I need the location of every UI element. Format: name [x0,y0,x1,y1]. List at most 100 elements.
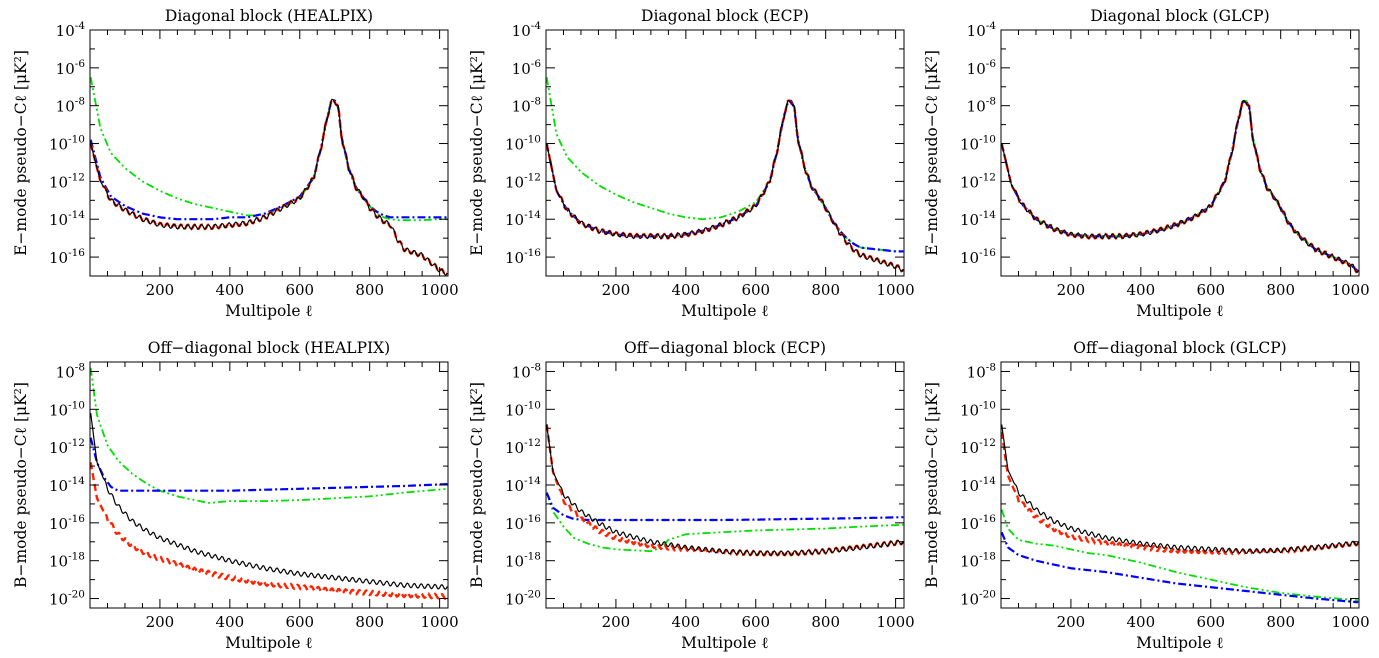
x-axis-label: Multipole ℓ [681,634,769,652]
y-tick-label: 10-12 [960,171,996,191]
y-tick-label: 10-8 [56,361,85,381]
y-tick-label: 10-20 [49,589,85,609]
y-axis-label: B−mode pseudo−Cℓ [μK²] [12,382,30,588]
plot-frame [89,29,449,277]
y-tick-label: 10-20 [960,589,996,609]
y-tick-label: 10-10 [49,134,85,154]
chart-title: Off−diagonal block (GLCP) [1073,339,1286,357]
y-tick-label: 10-14 [49,475,85,495]
y-tick-label: 10-12 [505,171,541,191]
x-tick-label: 1000 [421,281,459,299]
series-line-dashed [1001,99,1359,274]
x-tick-label: 1000 [1332,613,1370,631]
x-tick-label: 600 [285,613,314,631]
y-tick-label: 10-10 [960,399,996,419]
y-tick-label: 10-10 [505,399,541,419]
x-tick-label: 200 [602,281,631,299]
chart-panel-2: Diagonal block (ECP) 200 400 600 800 1000 10-4… [468,7,915,320]
series-line-dashdot [546,99,904,253]
x-tick-label: 600 [741,281,770,299]
x-tick-label: 1000 [421,613,459,631]
series-line-dashdot [1001,99,1359,273]
chart-panel-1: Diagonal block (HEALPIX) 200 400 600 800 1000… [12,7,459,320]
x-tick-label: 400 [216,613,245,631]
series-line-dashed [90,462,448,600]
plot-frame [1000,29,1360,277]
series-line-dashdotdot [90,367,448,504]
series-line-solid [546,424,904,557]
series-line-dashdotdot [546,77,904,253]
y-tick-label: 10-12 [505,437,541,457]
y-tick-label: 10-18 [49,551,85,571]
series-group [546,77,904,273]
series-line-dashdot [90,437,448,492]
series-line-dashed [90,98,448,276]
y-tick-label: 10-4 [512,20,542,40]
x-tick-label: 600 [285,281,314,299]
y-tick-label: 10-6 [512,58,542,78]
y-tick-label: 10-14 [960,209,996,229]
x-tick-label: 400 [1127,613,1156,631]
series-line-dashed [1001,431,1359,556]
y-tick-label: 10-8 [56,96,85,116]
plot-frame [89,361,449,609]
chart-title: Off−diagonal block (ECP) [624,339,826,357]
y-tick-label: 10-14 [960,475,996,495]
y-tick-label: 10-16 [49,513,85,533]
x-tick-label: 400 [216,281,245,299]
y-tick-label: 10-18 [960,551,996,571]
plot-frame [545,29,905,277]
y-tick-label: 10-10 [960,134,996,154]
x-tick-label: 800 [811,613,840,631]
series-line-dashdot [546,492,904,522]
plot-frame [545,361,905,609]
series-group [1001,424,1359,604]
chart-title: Diagonal block (HEALPIX) [165,7,373,25]
y-tick-label: 10-14 [505,475,541,495]
y-tick-label: 10-10 [49,399,85,419]
y-tick-label: 10-6 [56,58,86,78]
y-tick-label: 10-4 [56,20,86,40]
series-group [90,77,448,276]
x-tick-label: 400 [672,281,701,299]
x-tick-label: 1000 [877,281,915,299]
y-tick-label: 10-14 [505,209,541,229]
series-line-dashdotdot [546,492,904,553]
chart-panel-3: Diagonal block (GLCP) 200 400 600 800 1000 10-… [923,7,1370,320]
x-axis-label: Multipole ℓ [1136,302,1224,320]
chart-title: Diagonal block (GLCP) [1090,7,1269,25]
x-tick-label: 600 [741,613,770,631]
y-tick-label: 10-16 [960,513,996,533]
y-tick-label: 10-12 [49,437,85,457]
x-tick-label: 200 [1057,613,1086,631]
y-tick-label: 10-6 [967,58,997,78]
plot-frame [1000,361,1360,609]
y-tick-label: 10-12 [960,437,996,457]
y-axis-label: B−mode pseudo−Cℓ [μK²] [468,382,486,588]
chart-title: Off−diagonal block (HEALPIX) [148,339,390,357]
x-tick-label: 800 [355,281,384,299]
x-tick-label: 600 [1196,281,1225,299]
chart-title: Diagonal block (ECP) [641,7,809,25]
x-tick-label: 200 [146,613,175,631]
y-axis-label: B−mode pseudo−Cℓ [μK²] [923,382,941,588]
y-tick-label: 10-14 [49,209,85,229]
series-line-solid [90,98,448,276]
series-line-dashdotdot [1001,99,1359,273]
chart-panel-4: Off−diagonal block (HEALPIX) 200 400 600 800… [12,339,459,652]
series-line-solid [546,99,904,272]
y-tick-label: 10-8 [512,96,541,116]
series-line-dashdotdot [1001,509,1359,602]
x-tick-label: 200 [602,613,631,631]
x-tick-label: 800 [811,281,840,299]
chart-panel-6: Off−diagonal block (GLCP) 200 400 600 800 100… [923,339,1370,652]
x-tick-label: 1000 [877,613,915,631]
y-tick-label: 10-16 [505,513,541,533]
chart-panel-5: Off−diagonal block (ECP) 200 400 600 800 1000… [468,339,915,652]
x-axis-label: Multipole ℓ [1136,634,1224,652]
y-tick-label: 10-8 [512,361,541,381]
y-tick-label: 10-8 [967,361,996,381]
series-line-solid [1001,99,1359,273]
y-axis-label: E−mode pseudo−Cℓ [μK²] [12,50,30,256]
x-tick-label: 600 [1196,613,1225,631]
